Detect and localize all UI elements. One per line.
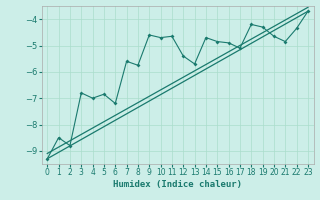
X-axis label: Humidex (Indice chaleur): Humidex (Indice chaleur) (113, 180, 242, 189)
